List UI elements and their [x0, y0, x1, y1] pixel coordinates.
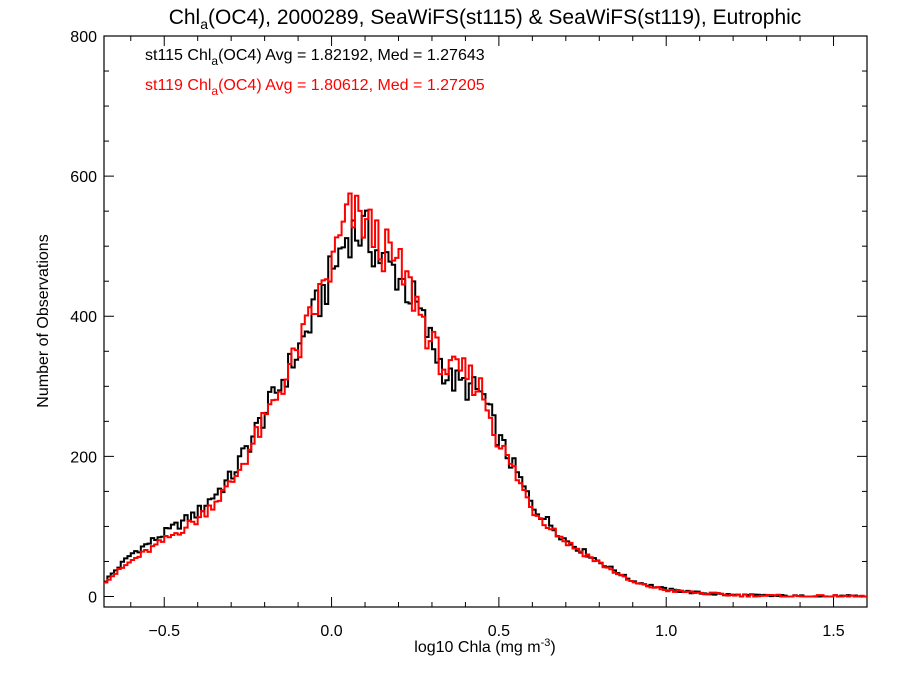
x-tick-label: 0.0 [320, 623, 342, 640]
series-layer [104, 192, 867, 598]
y-tick-label: 800 [70, 29, 97, 46]
axis-ticks [104, 35, 868, 607]
legend: st115 Chla(OC4) Avg = 1.82192, Med = 1.2… [145, 47, 485, 98]
plot-frame [103, 35, 868, 608]
series-st119-line [104, 192, 867, 598]
x-tick-label: −0.5 [148, 623, 180, 640]
legend-entry-st119: st119 Chla(OC4) Avg = 1.80612, Med = 1.2… [145, 77, 485, 98]
x-tick-label: 1.5 [822, 623, 844, 640]
x-tick-label: 0.5 [488, 623, 510, 640]
y-tick-label: 600 [70, 169, 97, 186]
chart-title: Chla(OC4), 2000289, SeaWiFS(st115) & Sea… [169, 6, 802, 32]
x-tick-labels: −0.5 0.0 0.5 1.0 1.5 [148, 623, 844, 640]
legend-entry-st115: st115 Chla(OC4) Avg = 1.82192, Med = 1.2… [145, 47, 485, 68]
y-tick-label: 200 [70, 449, 97, 466]
y-tick-labels: 0 200 400 600 800 [70, 29, 97, 606]
x-axis-label: log10 Chla (mg m-3) [414, 637, 555, 656]
y-tick-label: 0 [88, 589, 97, 606]
y-tick-label: 400 [70, 309, 97, 326]
y-axis-label: Number of Observations [35, 234, 52, 407]
x-tick-label: 1.0 [655, 623, 677, 640]
plot-area [103, 35, 868, 608]
